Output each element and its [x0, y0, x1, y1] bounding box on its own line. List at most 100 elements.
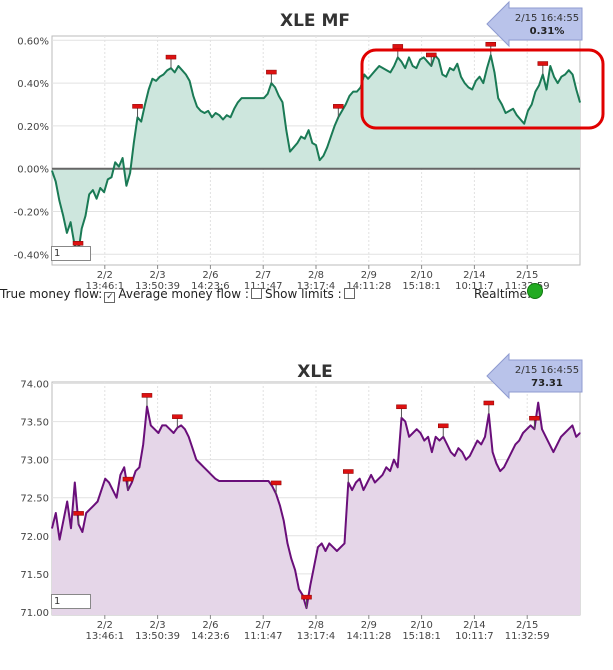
mf-data-point — [378, 65, 380, 67]
price-x-tick-date: 2/7 — [255, 620, 271, 631]
mf-data-point — [84, 215, 87, 217]
mf-data-point — [110, 176, 113, 178]
show-limits-checkbox[interactable] — [343, 288, 355, 299]
price-data-point — [370, 474, 372, 476]
price-data-point — [157, 432, 159, 434]
mf-data-point — [538, 84, 540, 86]
mf-chart-input[interactable]: 1 — [51, 246, 91, 261]
price-data-point — [89, 508, 91, 510]
mf-data-point — [162, 73, 165, 76]
mf-data-point — [482, 82, 484, 84]
price-data-point — [336, 550, 338, 552]
mf-data-point — [207, 110, 209, 112]
mf-x-tick-date: 2/15 — [516, 270, 538, 281]
mf-data-point — [371, 73, 373, 76]
price-data-point — [378, 478, 380, 480]
price-chart-input[interactable]: 1 — [51, 594, 91, 609]
price-data-point — [446, 443, 448, 445]
price-data-point — [97, 500, 99, 503]
mf-data-point — [512, 108, 514, 110]
mf-series-area — [52, 55, 580, 255]
average-money-flow-checkbox[interactable] — [250, 288, 262, 299]
mf-x-tick-time: 13:50:39 — [135, 281, 180, 290]
mf-x-tick-date: 2/7 — [255, 270, 271, 281]
mf-data-point — [386, 69, 388, 71]
mf-data-point — [58, 200, 61, 202]
mf-data-point — [393, 65, 395, 67]
price-data-point — [70, 527, 72, 529]
price-data-point — [290, 558, 292, 560]
mf-current-value: 0.31% — [530, 26, 565, 37]
mf-pivot-flag — [392, 44, 404, 49]
price-data-point — [461, 451, 463, 453]
price-data-point — [74, 481, 76, 484]
price-y-tick-label: 71.50 — [20, 570, 49, 581]
price-data-point — [575, 436, 577, 438]
mf-data-point — [348, 95, 351, 97]
mf-pivot-flag — [426, 52, 437, 58]
price-data-point — [55, 512, 57, 514]
price-data-point — [473, 447, 475, 449]
mf-data-point — [122, 157, 124, 159]
mf-data-point — [133, 142, 135, 144]
price-pivot-flag — [438, 423, 449, 429]
mf-x-tick-date: 2/2 — [97, 270, 113, 281]
price-data-point — [560, 436, 562, 438]
mf-data-point — [408, 56, 410, 59]
mf-data-point — [248, 97, 250, 99]
mf-data-point — [88, 193, 90, 195]
mf-data-point — [289, 151, 291, 153]
price-data-point — [188, 436, 190, 438]
price-title: XLE — [297, 362, 333, 382]
price-data-point — [233, 480, 235, 482]
price-y-tick-label: 72.50 — [20, 494, 49, 505]
mf-y-tick-label: 0.40% — [17, 79, 49, 90]
price-data-point — [286, 542, 289, 544]
mf-data-point — [523, 123, 525, 125]
price-data-point — [324, 550, 327, 552]
mf-pivot-flag — [537, 61, 549, 66]
price-data-point — [191, 447, 194, 449]
mf-x-tick-time: 11:1:47 — [244, 281, 283, 290]
true-money-flow-checkbox[interactable]: ✓ — [104, 292, 116, 303]
price-data-point — [100, 489, 102, 491]
price-data-point — [381, 474, 384, 476]
price-data-point — [248, 480, 251, 482]
mf-data-point — [296, 142, 298, 144]
mf-data-point — [460, 76, 462, 78]
price-data-point — [309, 584, 311, 586]
mf-data-point — [267, 93, 269, 95]
price-data-point — [332, 546, 334, 548]
realtime-status-icon[interactable] — [527, 283, 543, 299]
mf-x-tick-time: 14:11:28 — [346, 281, 391, 290]
mf-highlight-box — [360, 48, 605, 130]
price-data-point — [450, 451, 452, 453]
mf-data-point — [352, 91, 354, 93]
mf-x-tick-time: 13:46:1 — [86, 281, 125, 290]
mf-data-point — [211, 116, 213, 118]
mf-data-point — [564, 73, 566, 76]
price-x-tick-date: 2/15 — [516, 620, 538, 631]
price-data-point — [564, 432, 566, 434]
mf-x-tick-date: 2/8 — [308, 270, 324, 281]
price-data-point — [511, 451, 513, 453]
price-data-point — [180, 424, 182, 426]
price-pivot-flag — [529, 415, 540, 421]
mf-data-point — [151, 78, 153, 80]
mf-data-point — [118, 166, 120, 168]
mf-data-point — [196, 106, 198, 108]
price-x-tick-time: 11:1:47 — [244, 631, 283, 642]
mf-data-point — [259, 97, 261, 99]
mf-data-point — [244, 97, 246, 99]
mf-data-point — [423, 56, 425, 59]
mf-data-point — [419, 58, 421, 61]
mf-x-tick-date: 2/6 — [202, 270, 218, 281]
price-data-point — [526, 428, 528, 430]
price-data-point — [495, 462, 497, 465]
mf-data-point — [553, 76, 555, 78]
price-data-point — [226, 480, 228, 482]
price-data-point — [66, 500, 68, 503]
mf-x-tick-time: 10:11:7 — [455, 281, 494, 290]
price-data-point — [59, 539, 61, 541]
mf-y-tick-label: 0.00% — [17, 165, 49, 176]
